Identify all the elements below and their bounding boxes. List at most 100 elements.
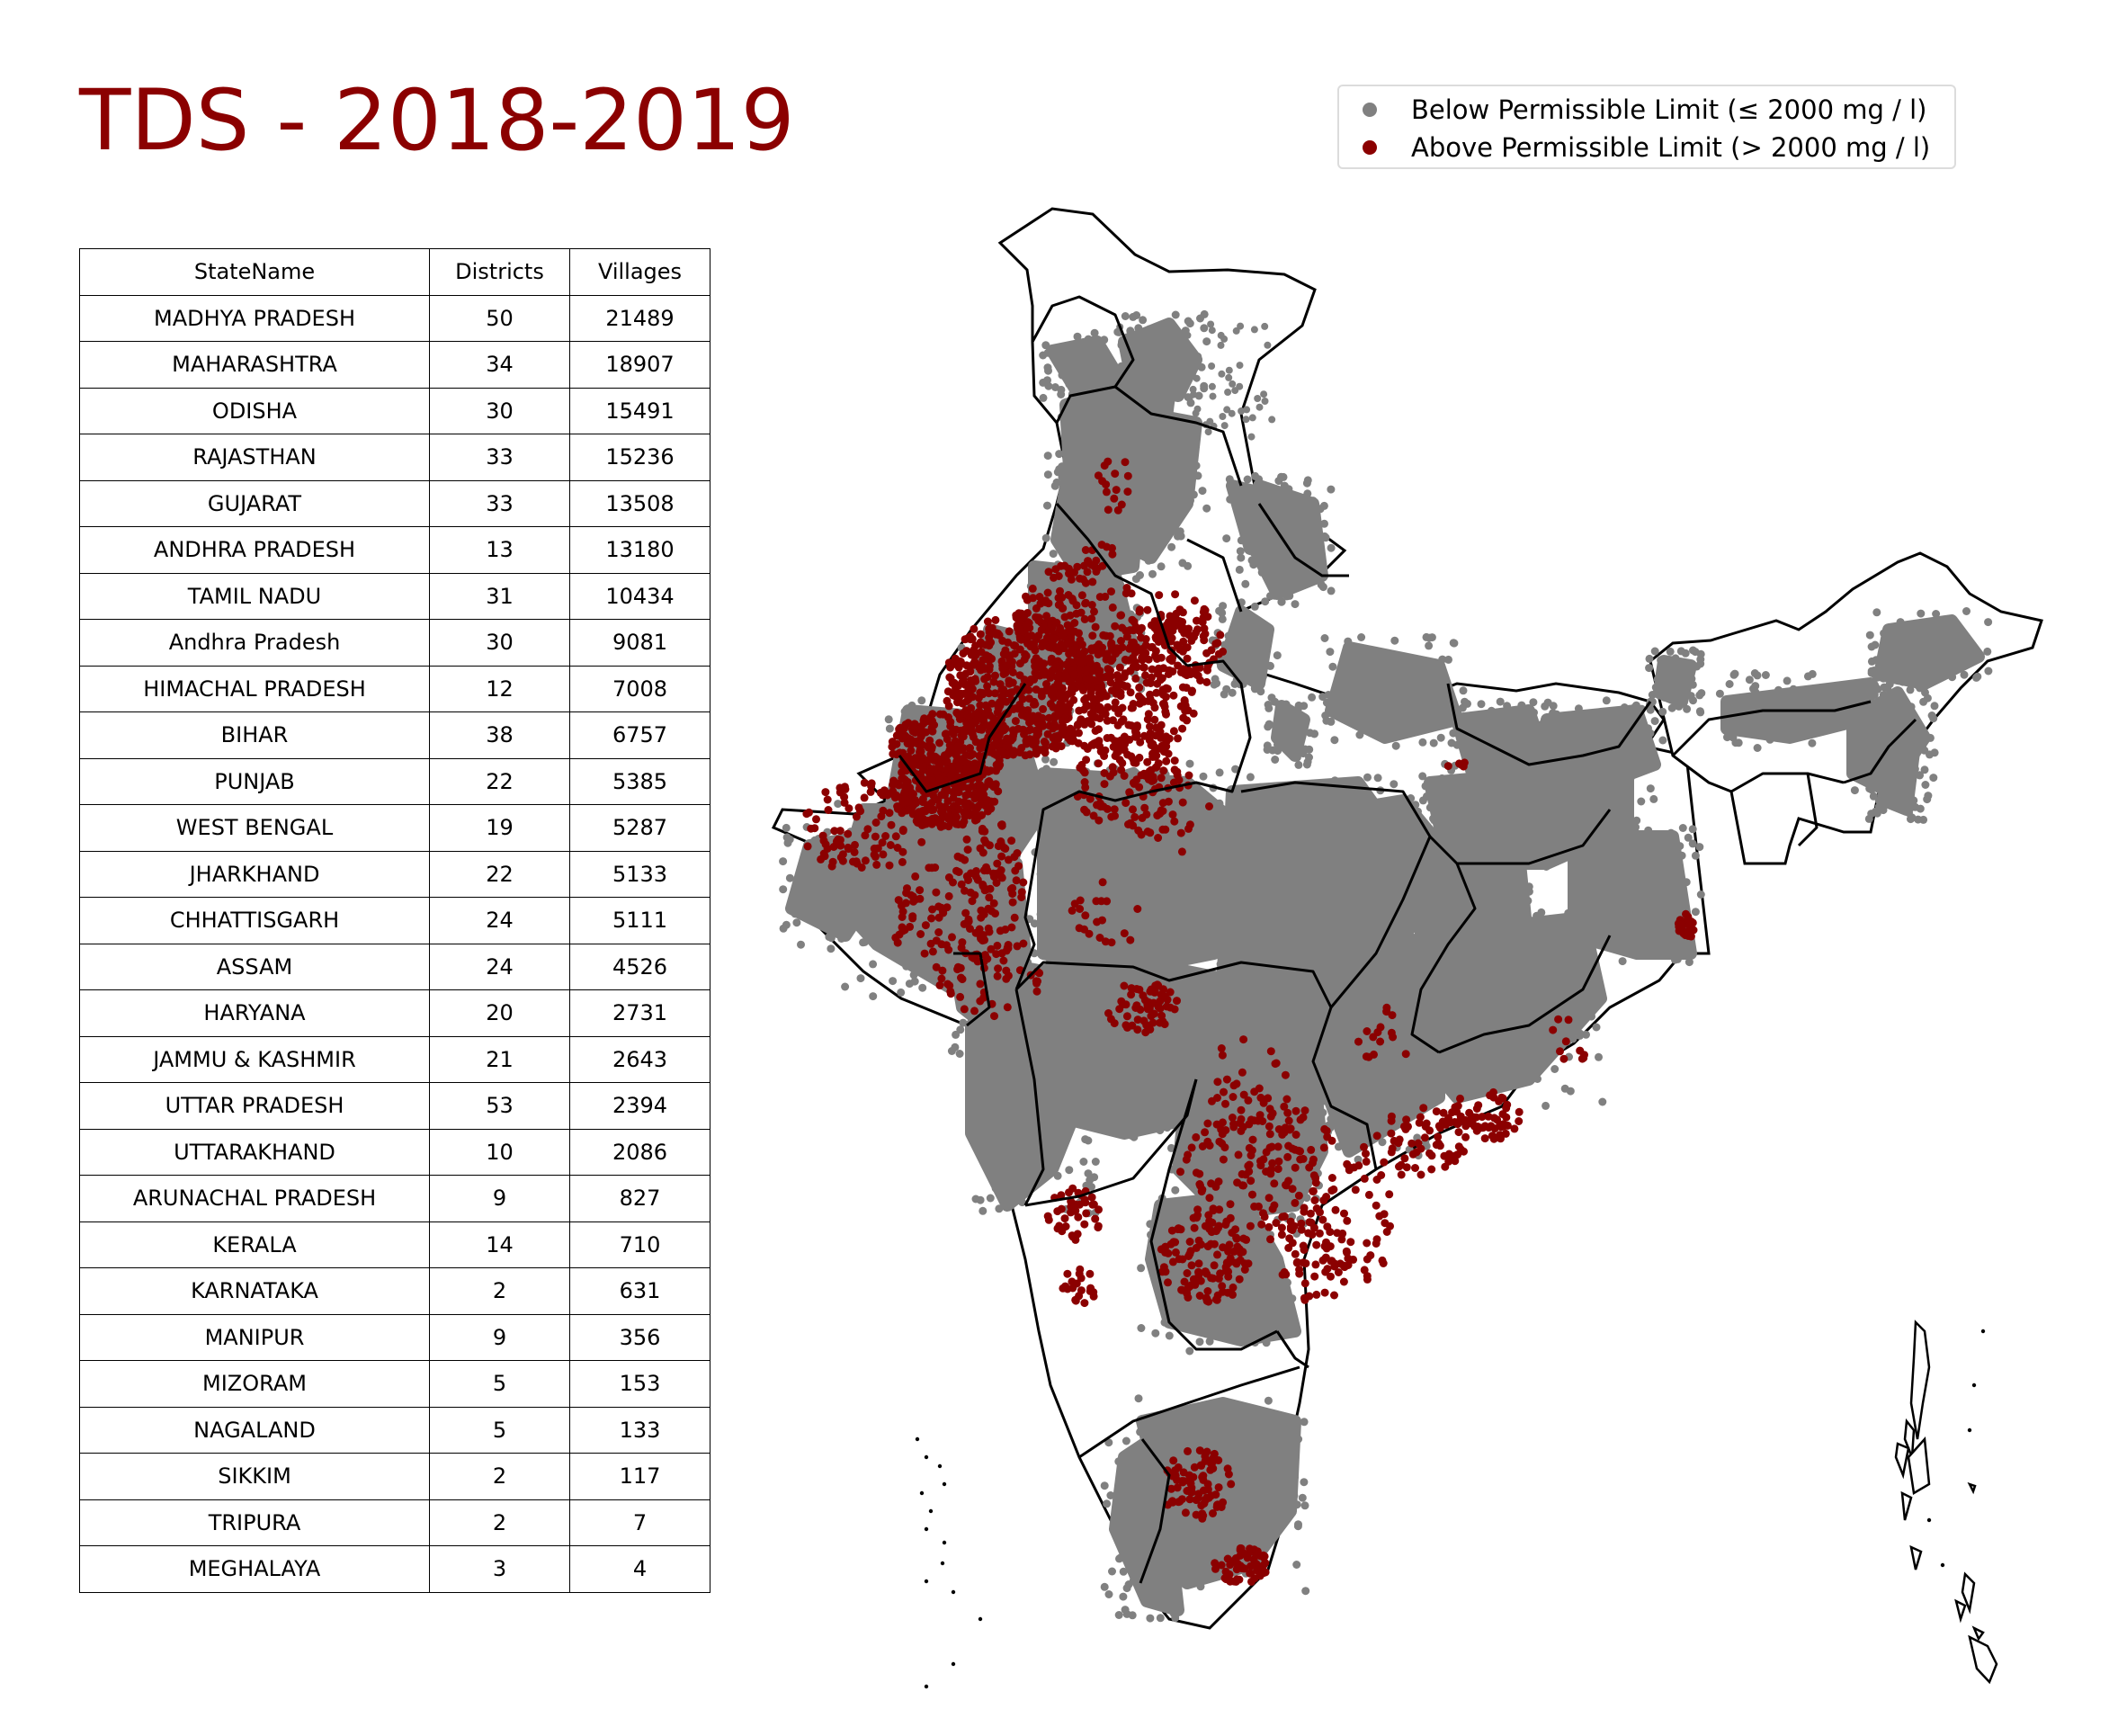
above-limit-point (1169, 778, 1178, 787)
below-limit-point (1087, 1183, 1095, 1191)
above-limit-point (1077, 608, 1086, 617)
below-limit-point (902, 962, 911, 971)
above-limit-point (1022, 651, 1031, 660)
above-limit-point (1057, 561, 1066, 570)
above-limit-point (935, 980, 944, 989)
above-limit-point (1135, 605, 1144, 614)
below-limit-point (834, 800, 843, 809)
below-limit-point (791, 909, 800, 918)
below-limit-point (1277, 597, 1286, 606)
above-limit-point (844, 804, 853, 813)
above-limit-point (1265, 1130, 1274, 1139)
below-limit-point (1199, 772, 1208, 781)
above-limit-point (1193, 616, 1201, 625)
below-limit-point (1302, 1194, 1311, 1203)
above-limit-point (970, 794, 979, 803)
below-limit-point (910, 977, 919, 986)
above-limit-point (969, 750, 978, 758)
island-point (937, 1463, 943, 1469)
below-limit-point (1166, 1143, 1175, 1152)
above-limit-point (973, 957, 982, 966)
below-limit-point (1216, 933, 1225, 942)
below-limit-point (1341, 928, 1350, 937)
below-limit-point (1147, 432, 1155, 440)
below-limit-point (1866, 729, 1874, 738)
below-limit-point (1273, 747, 1282, 756)
below-limit-point (1291, 1472, 1299, 1481)
above-limit-point (879, 850, 888, 859)
above-limit-point (1095, 702, 1104, 711)
above-limit-point (1284, 1116, 1293, 1125)
above-limit-point (1177, 1495, 1186, 1504)
above-limit-point (1091, 1214, 1100, 1223)
below-limit-point (897, 988, 906, 997)
below-limit-point (1106, 1491, 1115, 1499)
above-limit-point (1202, 1447, 1211, 1456)
above-limit-point (928, 905, 937, 914)
cell-districts: 5 (429, 1406, 570, 1454)
state-border (1730, 772, 1845, 793)
above-limit-point (1122, 1012, 1131, 1021)
below-limit-point (1689, 646, 1697, 655)
above-limit-point (1030, 640, 1039, 649)
above-limit-point (944, 891, 953, 900)
below-limit-point (1421, 782, 1430, 791)
above-limit-point (1141, 671, 1149, 680)
below-limit-point (1163, 1123, 1172, 1132)
below-limit-point (1127, 1132, 1136, 1140)
cell-statename: RAJASTHAN (79, 434, 430, 481)
below-limit-point (1144, 556, 1153, 565)
below-limit-point (1292, 753, 1301, 762)
above-limit-point (1080, 768, 1089, 777)
above-limit-point (1439, 1108, 1448, 1117)
above-limit-point (945, 673, 954, 682)
below-limit-point (1291, 600, 1300, 609)
below-limit-point (1265, 661, 1274, 670)
above-limit-point (1173, 1483, 1182, 1492)
above-limit-point (1174, 734, 1182, 743)
above-limit-point (1345, 1166, 1354, 1175)
above-limit-point (991, 671, 999, 680)
below-limit-point (1208, 382, 1216, 390)
above-limit-point (1137, 830, 1146, 839)
above-limit-point (1176, 1168, 1184, 1177)
below-limit-point (1294, 1435, 1303, 1444)
above-limit-point (1129, 755, 1138, 764)
above-limit-point (1115, 756, 1124, 765)
above-limit-point (1097, 897, 1106, 906)
below-limit-point (1175, 1579, 1184, 1588)
below-limit-point (1272, 1192, 1281, 1200)
below-limit-point (1264, 483, 1273, 492)
above-limit-point (1388, 1144, 1397, 1153)
below-limit-point (782, 823, 791, 832)
above-limit-point (857, 864, 866, 872)
above-limit-point (1019, 725, 1028, 734)
above-limit-point (1394, 1139, 1403, 1148)
above-limit-point (1198, 618, 1207, 627)
below-limit-point (782, 920, 791, 929)
above-limit-point (1146, 679, 1155, 687)
above-limit-point (999, 956, 1008, 965)
above-limit-point (1111, 811, 1119, 820)
below-limit-point (1074, 832, 1083, 841)
above-limit-point (1427, 1165, 1436, 1174)
above-limit-point (916, 886, 925, 895)
above-limit-point (918, 794, 927, 803)
table-row: MIZORAM 5 153 (79, 1360, 710, 1408)
below-limit-point (1235, 565, 1244, 574)
above-limit-point (1221, 1567, 1230, 1576)
above-limit-point (1210, 1239, 1219, 1248)
above-limit-point (1032, 604, 1041, 613)
above-limit-point (979, 866, 988, 874)
below-limit-point (1344, 637, 1353, 646)
cell-districts: 53 (429, 1082, 570, 1130)
below-limit-point (837, 935, 846, 943)
below-limit-point (1418, 796, 1427, 805)
above-limit-point (1185, 1249, 1194, 1258)
above-limit-point (997, 852, 1006, 861)
above-limit-point (1194, 1267, 1202, 1276)
island-point (1980, 1329, 1986, 1334)
above-limit-point (925, 768, 934, 777)
above-limit-point (996, 747, 1005, 756)
above-limit-point (1133, 905, 1142, 913)
